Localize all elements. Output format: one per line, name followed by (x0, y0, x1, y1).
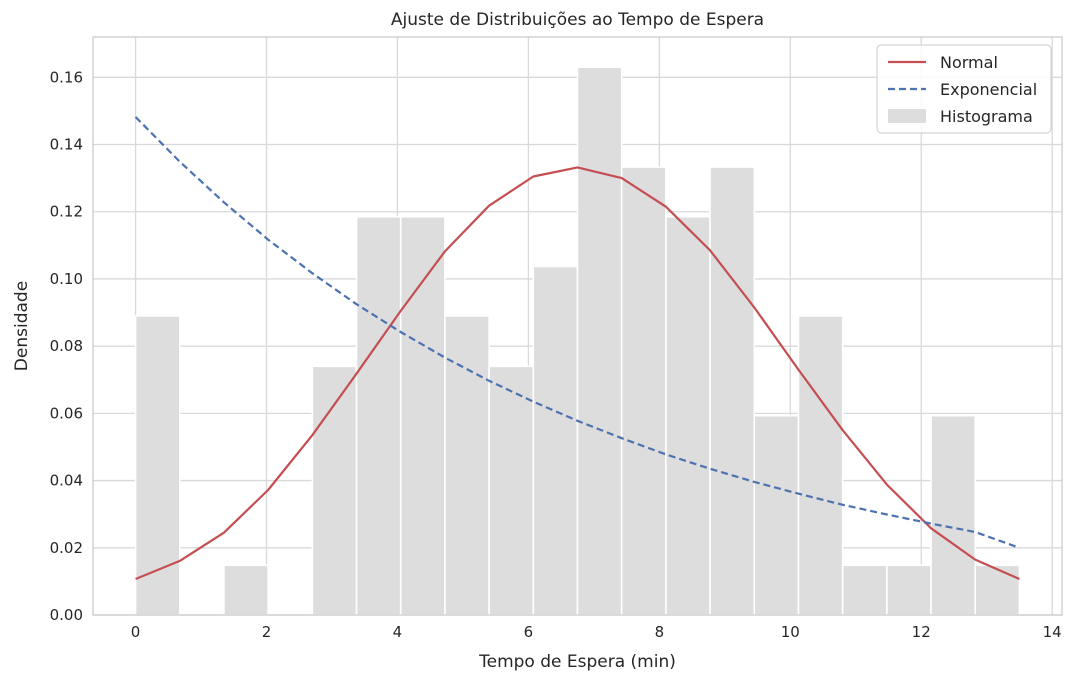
histogram-bar (709, 166, 756, 616)
x-axis-title: Tempo de Espera (min) (478, 652, 676, 672)
histogram-bar (576, 66, 623, 616)
chart-title: Ajuste de Distribuições ao Tempo de Espe… (391, 10, 764, 30)
x-tick-label: 12 (912, 623, 931, 641)
y-tick-label: 0.06 (50, 404, 83, 422)
x-tick-label: 0 (131, 623, 141, 641)
x-tick-label: 10 (781, 623, 800, 641)
legend: Normal Exponencial Histograma (876, 44, 1052, 134)
normal-fit-line (135, 166, 1020, 581)
histogram-bar (134, 315, 181, 616)
histogram-bars (134, 66, 1021, 616)
histogram-bar (753, 414, 800, 616)
x-tick-label: 2 (262, 623, 272, 641)
x-tick-label: 8 (655, 623, 665, 641)
y-tick-label: 0.02 (50, 539, 83, 557)
histogram-bar (488, 365, 535, 616)
histogram-bar (532, 265, 579, 616)
exponencial-fit-line (134, 116, 1020, 549)
x-tick-label: 6 (524, 623, 534, 641)
histogram-bar (620, 166, 667, 616)
x-tick-labels: 0 2 4 6 8 10 12 14 (131, 623, 1062, 641)
histogram-bar (841, 564, 888, 616)
y-tick-labels: 0.00 0.02 0.04 0.06 0.08 0.10 0.12 0.14 0.16 (50, 68, 83, 624)
histogram-bar (930, 414, 977, 616)
y-axis-title: Densidade (12, 281, 32, 371)
histogram-bar (665, 215, 711, 616)
histogram-bar (311, 365, 358, 616)
y-tick-label: 0.12 (50, 203, 83, 221)
histogram-bar (797, 315, 844, 616)
y-tick-label: 0.04 (50, 472, 83, 490)
y-tick-label: 0.08 (50, 337, 83, 355)
y-tick-label: 0.14 (50, 136, 83, 154)
histogram-bar (444, 315, 490, 616)
legend-histograma-swatch (888, 109, 926, 123)
histogram-bar (355, 215, 402, 616)
histogram-bar (223, 564, 269, 616)
histogram-bar (399, 215, 446, 616)
y-tick-label: 0.10 (50, 270, 83, 288)
y-tick-label: 0.00 (50, 606, 83, 624)
histogram-bar (886, 564, 932, 616)
histogram-bar (974, 564, 1021, 616)
fit-lines (134, 116, 1020, 581)
legend-normal-label: Normal (940, 53, 998, 72)
legend-exponencial-label: Exponencial (940, 80, 1037, 99)
x-tick-label: 4 (393, 623, 403, 641)
plot-frame (92, 36, 1063, 616)
x-tick-label: 14 (1043, 623, 1062, 641)
y-tick-label: 0.16 (50, 68, 83, 86)
legend-histograma-label: Histograma (940, 107, 1033, 126)
